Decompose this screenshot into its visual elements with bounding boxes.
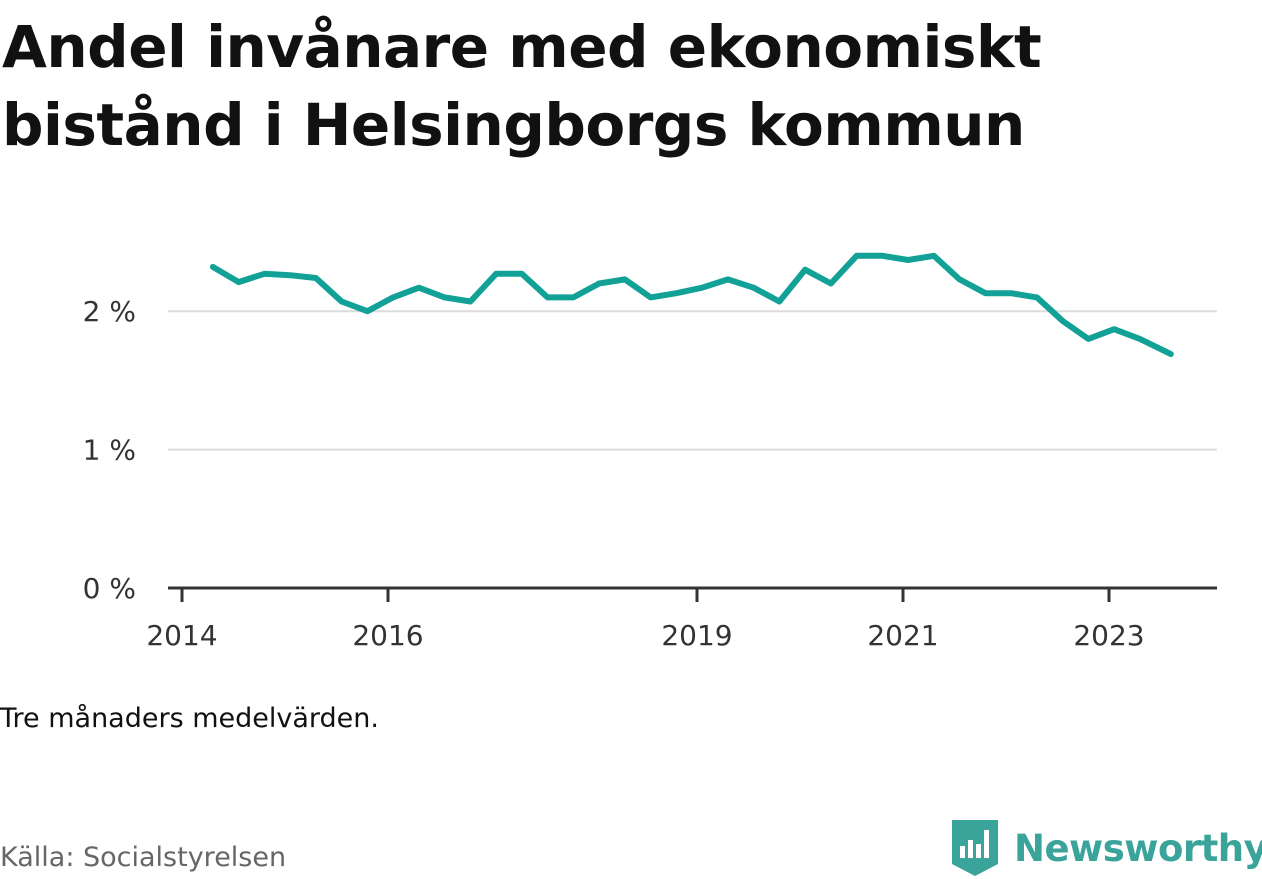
brand-name: Newsworthy — [1014, 826, 1262, 870]
data-series — [209, 252, 1174, 358]
chart-note: Tre månaders medelvärden. — [0, 703, 379, 734]
y-tick-label: 0 % — [83, 572, 136, 605]
x-tick-label: 2019 — [661, 619, 732, 652]
line-chart: 0 % 1 % 2 % 2014 2016 2019 2021 2023 — [83, 252, 1217, 652]
chart-title: Andel invånare med ekonomiskt bistånd i … — [2, 13, 1042, 159]
x-tick-label: 2023 — [1073, 619, 1144, 652]
y-tick-label: 1 % — [83, 434, 136, 467]
gridlines — [168, 310, 1217, 451]
y-axis: 0 % 1 % 2 % — [83, 295, 136, 605]
source-text: Källa: Socialstyrelsen — [0, 842, 287, 873]
series-line — [209, 252, 1174, 358]
x-tick-label: 2021 — [867, 619, 938, 652]
brand-logo: Newsworthy — [950, 818, 1262, 878]
x-axis: 2014 2016 2019 2021 2023 — [146, 586, 1217, 652]
newsworthy-logo-icon — [952, 820, 998, 876]
x-tick-label: 2014 — [146, 619, 217, 652]
y-tick-label: 2 % — [83, 295, 136, 328]
x-tick-label: 2016 — [352, 619, 423, 652]
